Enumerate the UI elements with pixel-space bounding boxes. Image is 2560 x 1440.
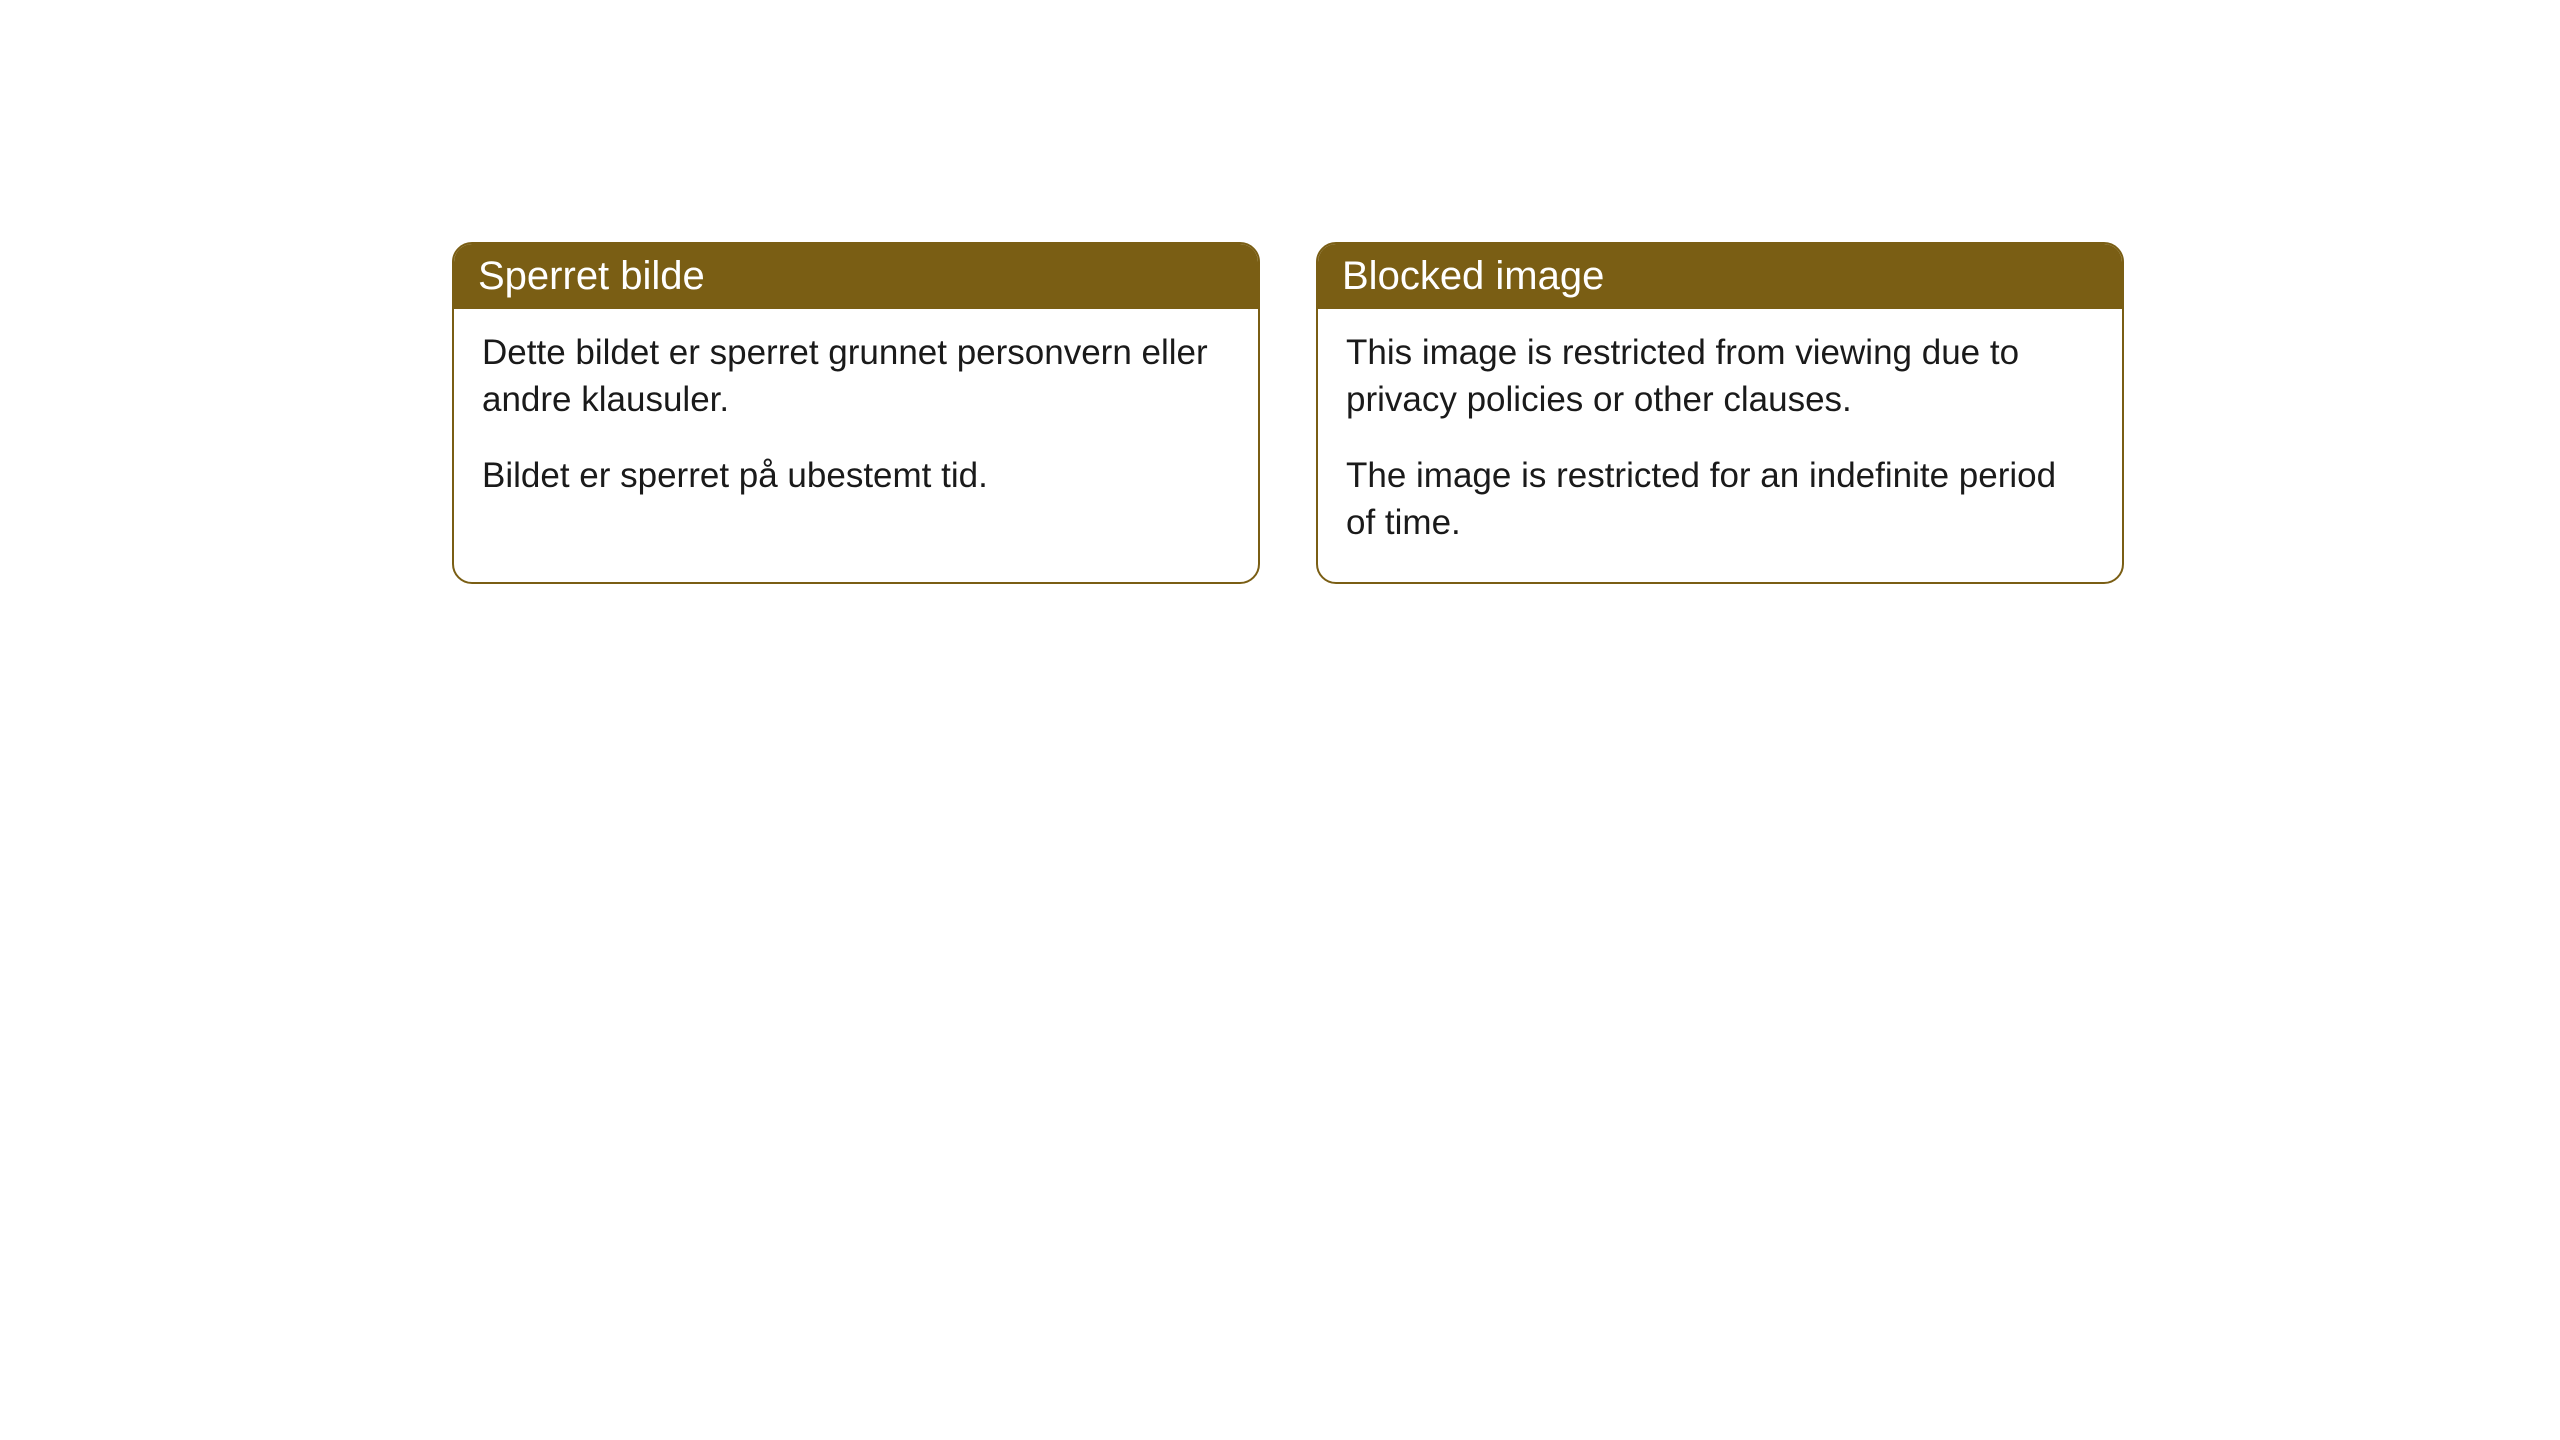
- card-paragraph: This image is restricted from viewing du…: [1346, 329, 2094, 424]
- notice-cards-container: Sperret bilde Dette bildet er sperret gr…: [452, 242, 2124, 584]
- card-title: Blocked image: [1342, 254, 1604, 298]
- card-header: Sperret bilde: [454, 244, 1258, 309]
- card-title: Sperret bilde: [478, 254, 705, 298]
- card-paragraph: Bildet er sperret på ubestemt tid.: [482, 452, 1230, 499]
- card-paragraph: The image is restricted for an indefinit…: [1346, 452, 2094, 547]
- card-header: Blocked image: [1318, 244, 2122, 309]
- notice-card-norwegian: Sperret bilde Dette bildet er sperret gr…: [452, 242, 1260, 584]
- card-paragraph: Dette bildet er sperret grunnet personve…: [482, 329, 1230, 424]
- notice-card-english: Blocked image This image is restricted f…: [1316, 242, 2124, 584]
- card-body: This image is restricted from viewing du…: [1318, 309, 2122, 582]
- card-body: Dette bildet er sperret grunnet personve…: [454, 309, 1258, 535]
